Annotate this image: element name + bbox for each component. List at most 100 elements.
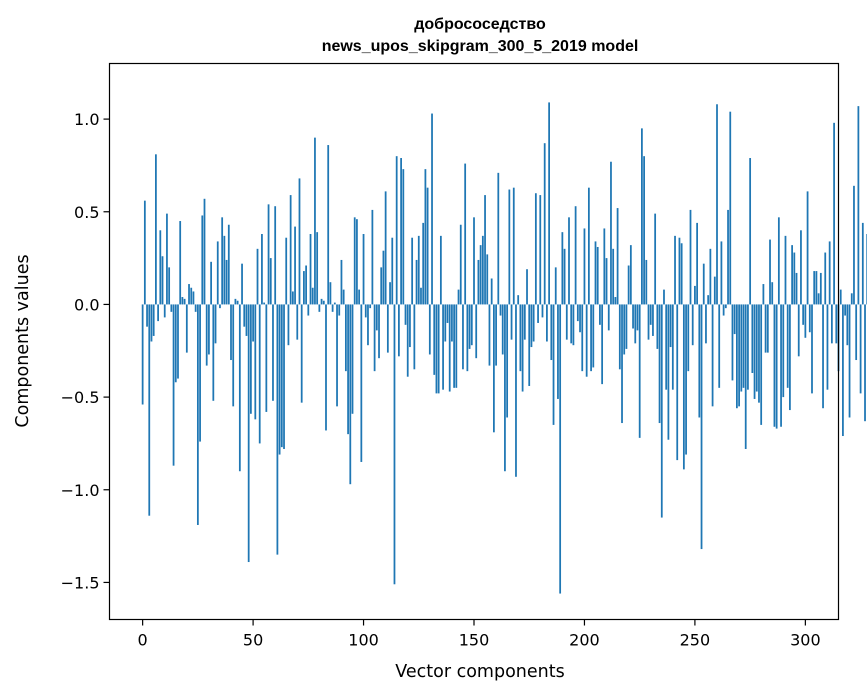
bar-250 [694, 285, 696, 305]
bar-105 [373, 304, 376, 372]
bar-233 [656, 304, 659, 349]
bar-64 [283, 304, 285, 449]
bar-181 [541, 304, 544, 318]
bar-127 [422, 222, 425, 305]
bar-106 [375, 304, 378, 331]
bar-199 [581, 304, 584, 372]
bar-314 [835, 304, 838, 344]
bar-147 [466, 304, 469, 372]
y-tick-label: −1.0 [61, 481, 100, 500]
bar-266 [729, 111, 732, 305]
bar-191 [563, 248, 566, 305]
bar-120 [406, 304, 409, 377]
bar-162 [499, 304, 502, 316]
bar-43 [236, 300, 239, 305]
bar-299 [802, 304, 805, 325]
bar-309 [824, 252, 827, 305]
bar-188 [557, 304, 559, 399]
bar-280 [760, 304, 763, 425]
bar-113 [391, 237, 394, 305]
bar-197 [576, 304, 579, 322]
bar-204 [592, 304, 595, 368]
bar-301 [806, 191, 809, 305]
bar-218 [623, 304, 626, 355]
bar-114 [393, 304, 396, 585]
bar-28 [203, 198, 206, 305]
bar-165 [506, 304, 509, 418]
bar-110 [384, 191, 387, 305]
bar-11 [166, 213, 168, 305]
bar-139 [448, 304, 451, 392]
bar-128 [424, 169, 427, 305]
bar-176 [530, 304, 533, 348]
bar-138 [446, 304, 449, 323]
bar-158 [490, 278, 493, 305]
bar-202 [587, 187, 590, 305]
bar-79 [316, 232, 319, 305]
bar-155 [484, 195, 486, 305]
bar-201 [585, 304, 588, 377]
bar-279 [758, 304, 760, 403]
bar-252 [698, 304, 701, 418]
bar-19 [183, 298, 186, 305]
bar-37 [223, 235, 226, 305]
bar-257 [709, 248, 712, 305]
bar-311 [828, 241, 831, 305]
x-axis-label: Vector components [395, 662, 564, 682]
bar-24 [194, 304, 197, 312]
bar-12 [168, 267, 171, 305]
bar-270 [738, 304, 740, 407]
bar-40 [230, 304, 232, 361]
bar-254 [702, 263, 705, 305]
bar-212 [610, 161, 612, 305]
bar-172 [521, 304, 524, 392]
bar-57 [267, 204, 270, 305]
y-tick-label: 1.0 [74, 110, 99, 129]
bar-99 [360, 304, 363, 462]
bar-18 [181, 297, 184, 305]
bar-286 [773, 304, 776, 427]
bar-145 [462, 304, 464, 370]
bar-100 [362, 234, 365, 305]
bar-178 [534, 193, 537, 305]
plot-frame [108, 62, 840, 621]
bar-209 [603, 228, 606, 305]
bar-241 [674, 235, 676, 305]
bar-73 [303, 271, 305, 305]
bar-282 [764, 304, 767, 353]
bar-68 [291, 291, 294, 305]
bar-129 [426, 187, 429, 305]
bar-82 [322, 300, 325, 305]
bar-96 [353, 217, 356, 305]
bar-168 [512, 187, 515, 305]
bar-166 [508, 189, 511, 305]
bar-296 [795, 272, 798, 305]
bar-294 [791, 245, 793, 305]
bar-236 [663, 289, 665, 305]
bar-4 [150, 304, 153, 342]
bar-156 [486, 254, 489, 305]
bar-269 [736, 304, 738, 409]
bar-187 [554, 267, 557, 305]
x-tick-label: 0 [138, 631, 148, 650]
bar-206 [596, 246, 599, 305]
bar-157 [488, 304, 491, 366]
x-tick-label: 200 [569, 631, 600, 650]
bar-281 [762, 284, 765, 305]
y-axis-ticks: −1.5 −1.0 −0.5 0.0 0.5 1.0 [61, 110, 110, 592]
bar-164 [504, 304, 506, 472]
bar-174 [526, 269, 528, 305]
bar-44 [238, 304, 241, 472]
bar-61 [276, 304, 279, 555]
bar-25 [196, 304, 199, 525]
bar-0 [141, 304, 144, 405]
bar-207 [599, 304, 601, 325]
x-tick-label: 300 [790, 631, 821, 650]
bar-56 [265, 304, 268, 412]
bar-36 [221, 217, 224, 305]
bar-80 [318, 304, 321, 312]
bar-53 [258, 304, 261, 444]
bar-249 [691, 304, 694, 346]
bar-271 [740, 304, 743, 392]
